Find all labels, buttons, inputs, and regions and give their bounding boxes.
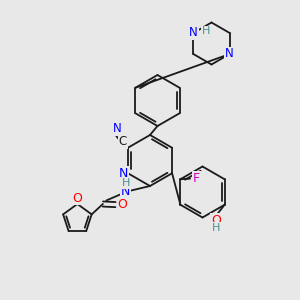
Text: H: H [212, 223, 220, 233]
Text: C: C [118, 135, 127, 148]
Text: H: H [202, 26, 210, 37]
Text: N: N [119, 167, 128, 180]
Text: O: O [118, 198, 127, 211]
Text: H: H [122, 178, 130, 188]
Text: N: N [189, 26, 198, 40]
Text: N: N [113, 122, 122, 135]
Text: N: N [225, 47, 234, 61]
Text: N: N [121, 185, 130, 198]
Text: O: O [72, 191, 82, 205]
Text: O: O [211, 214, 221, 227]
Text: F: F [193, 172, 200, 185]
